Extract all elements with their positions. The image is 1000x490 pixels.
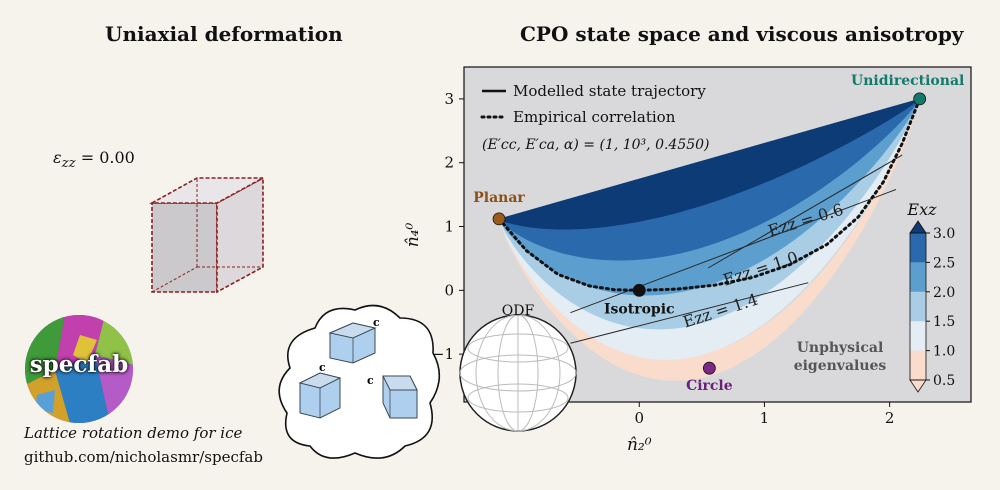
- x-tick-label-2: 2: [885, 409, 895, 427]
- colorbar-bin-0: [910, 350, 926, 380]
- y-axis-label: n̂₄⁰: [403, 223, 423, 248]
- strain-subscript: zz: [61, 156, 76, 172]
- unphysical-label-line2: eigenvalues: [794, 358, 887, 374]
- strain-symbol: ε: [53, 148, 62, 167]
- x-tick-label-0: 0: [634, 409, 644, 427]
- point-label-planar: Planar: [473, 190, 525, 206]
- point-isotropic: [632, 283, 646, 297]
- x-axis-label: n̂₂⁰: [627, 435, 652, 455]
- point-label-circle: Circle: [686, 378, 733, 394]
- c-axis-label-3: c: [367, 374, 374, 387]
- y-tick-label-2: 2: [444, 154, 454, 172]
- x-tick-label-1: 1: [760, 409, 770, 427]
- point-planar: [492, 212, 506, 226]
- legend-entry-trajectory: Modelled state trajectory: [513, 82, 706, 100]
- legend: Modelled state trajectory Empirical corre…: [480, 82, 710, 153]
- colorbar-tick-label-2.5: 2.5: [933, 255, 955, 271]
- repo-link[interactable]: github.com/nicholasmr/specfab: [24, 448, 263, 466]
- demo-caption: Lattice rotation demo for ice: [24, 424, 243, 442]
- strain-readout: εzz = 0.00: [53, 148, 135, 171]
- right-panel-title: CPO state space and viscous anisotropy: [520, 22, 964, 46]
- y-tick-label-1: 1: [444, 218, 454, 236]
- colorbar-bin-4: [910, 233, 926, 263]
- colorbar-tick-label-3: 3.0: [933, 226, 955, 242]
- colorbar-tick-label-0.5: 0.5: [933, 373, 955, 389]
- colorbar-label: Exz: [906, 200, 937, 219]
- crystal-right: [382, 375, 418, 419]
- odf-sphere: [459, 314, 577, 432]
- crystal-left: [298, 372, 342, 419]
- crystal-cloud: c c c: [278, 304, 441, 459]
- y-tick-label-3: 3: [444, 90, 454, 108]
- y-tick-label--1: −1: [432, 345, 454, 363]
- state-points: Unidirectional Planar Isotropic Circle: [473, 73, 964, 394]
- contour-line-0: [707, 154, 903, 269]
- legend-entry-empirical: Empirical correlation: [513, 108, 676, 126]
- colorbar-bin-2: [910, 291, 926, 322]
- legend-params: (E′cc, E′ca, α) = (1, 10³, 0.4550): [482, 137, 710, 153]
- colorbar: 0.5 1.0 1.5 2.0 2.5 3.0 Exz: [906, 200, 955, 393]
- colorbar-bin-3: [910, 262, 926, 292]
- colorbar-frame: [909, 232, 927, 381]
- colorbar-bin-1: [910, 321, 926, 351]
- point-label-isotropic: Isotropic: [604, 301, 675, 317]
- crystal-top: [328, 322, 377, 364]
- c-axis-label-2: c: [319, 361, 326, 374]
- point-label-unidirectional: Unidirectional: [851, 73, 964, 89]
- colorbar-tick-label-1: 1.0: [933, 344, 955, 360]
- strain-value: = 0.00: [80, 148, 135, 167]
- logo-text: specfab: [29, 351, 129, 378]
- contour-line-1: [570, 189, 897, 314]
- trajectory-lines: [497, 97, 922, 292]
- colorbar-tick-label-2: 2.0: [933, 285, 955, 301]
- specfab-logo: specfab: [25, 315, 133, 423]
- odf-label: ODF: [502, 303, 535, 319]
- point-circle: [702, 361, 716, 375]
- unphysical-label-line1: Unphysical: [797, 340, 884, 356]
- axes: 0 1 2 −1 0 1 2 3 n̂₂⁰ n̂₄⁰: [403, 90, 894, 455]
- point-unidirectional: [913, 92, 927, 106]
- y-tick-label-0: 0: [444, 281, 454, 299]
- color-bands: [498, 98, 920, 381]
- c-axis-label-1: c: [373, 316, 380, 329]
- contour-line-2: [570, 282, 809, 344]
- deformation-cube: [148, 176, 264, 294]
- colorbar-tick-label-1.5: 1.5: [933, 314, 955, 330]
- left-panel-title: Uniaxial deformation: [105, 22, 343, 46]
- empirical-correlation-line: [497, 97, 922, 292]
